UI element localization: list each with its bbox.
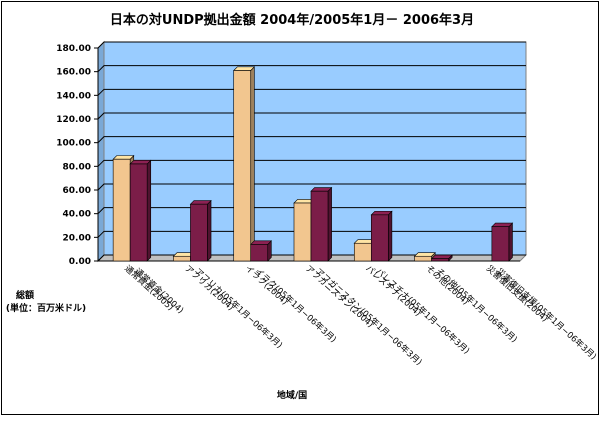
y-tick-label: 100.00: [56, 139, 91, 149]
gridline: [97, 136, 526, 144]
bar-series-b: [189, 199, 212, 262]
bar-front: [250, 244, 269, 262]
bar-top: [189, 200, 212, 205]
bar-series-b: [129, 159, 152, 262]
bar-front: [173, 255, 191, 262]
bar-side: [387, 210, 393, 262]
bar-top: [430, 254, 453, 259]
bar-side: [146, 159, 152, 262]
y-tick-label: 20.00: [63, 233, 91, 243]
bar-top: [232, 66, 256, 71]
bar-front: [310, 190, 329, 262]
x-axis-title: 地域/国: [277, 389, 307, 401]
bar-side: [327, 186, 332, 262]
y-tick-label: 80.00: [63, 162, 91, 172]
bar-front: [414, 255, 432, 262]
bar-side: [250, 66, 255, 262]
gridline: [97, 41, 526, 49]
gridline: [97, 183, 526, 191]
bar-front: [233, 70, 252, 262]
bar-front: [370, 214, 389, 262]
bar-side: [207, 199, 212, 262]
bar-top: [413, 252, 436, 257]
bar-front: [190, 203, 208, 262]
y-tick-label: 0.00: [69, 257, 91, 267]
bar-series-b: [310, 186, 333, 262]
bar-top: [310, 187, 333, 192]
y-tick-label: 180.00: [56, 44, 91, 54]
bar-front: [129, 163, 148, 262]
bar-top: [249, 240, 273, 245]
bar-top: [491, 222, 514, 227]
bar-series-b: [430, 254, 453, 262]
bar-top: [112, 155, 135, 160]
gridline: [97, 159, 526, 167]
gridline: [97, 88, 526, 96]
bar-side: [508, 222, 513, 262]
bar-front: [112, 158, 131, 262]
gridline: [97, 207, 526, 215]
bar-series-a: [232, 66, 256, 262]
bar-series-b: [249, 240, 273, 262]
y-tick-label: 140.00: [56, 91, 91, 101]
y-tick-label: 160.00: [56, 68, 91, 78]
y-tick-label: 40.00: [63, 210, 91, 220]
y-axis-title-line1: 総額: [16, 289, 34, 301]
chart-title: 日本の対UNDP拠出金額 2004年/2005年1月－ 2006年3月: [110, 12, 474, 28]
bar-front: [353, 242, 372, 262]
bar-front: [431, 258, 449, 262]
bar-top: [370, 210, 393, 216]
bar-series-b: [491, 222, 514, 262]
y-tick-label: 60.00: [63, 186, 91, 196]
gridline: [97, 65, 526, 73]
y-tick-label: 120.00: [56, 115, 91, 125]
bar-series-b: [370, 210, 393, 262]
y-axis-title-line2: (単位：百万米ドル): [6, 302, 86, 314]
bar-front: [491, 226, 510, 262]
plot-side-wall: [97, 40, 105, 263]
bar-top: [129, 160, 152, 165]
bar-front: [293, 202, 312, 262]
gridline: [97, 112, 526, 120]
